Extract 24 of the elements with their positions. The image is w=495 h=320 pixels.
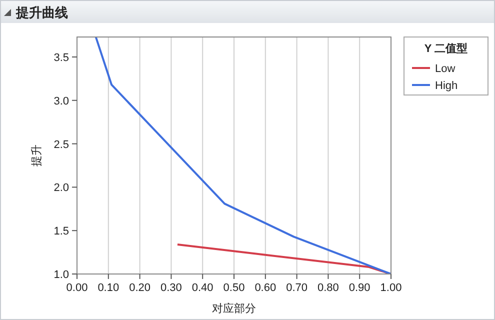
- legend-label: Low: [435, 63, 456, 75]
- x-tick-label: 0.70: [286, 282, 308, 294]
- x-tick-label: 0.30: [160, 282, 182, 294]
- x-tick-label: 0.00: [66, 282, 88, 294]
- legend-title: Y 二值型: [424, 42, 468, 55]
- y-tick-label: 1.0: [54, 269, 69, 281]
- y-tick-label: 1.5: [54, 226, 69, 238]
- legend-label: High: [435, 80, 458, 92]
- x-tick-label: 0.20: [129, 282, 151, 294]
- chart-title: 提升曲线: [15, 5, 68, 20]
- x-tick-label: 0.10: [98, 282, 120, 294]
- x-tick-label: 1.00: [380, 282, 402, 294]
- y-axis-title: 提升: [30, 144, 43, 166]
- x-tick-label: 0.90: [348, 282, 370, 294]
- y-tick-label: 2.0: [54, 182, 69, 194]
- y-tick-label: 3.0: [54, 95, 69, 108]
- y-tick-label: 3.5: [54, 52, 69, 64]
- y-tick-label: 2.5: [54, 138, 69, 151]
- x-axis-title: 对应部分: [212, 302, 256, 315]
- x-tick-label: 0.50: [223, 282, 245, 294]
- x-tick-label: 0.60: [254, 282, 276, 294]
- x-tick-label: 0.80: [317, 282, 339, 294]
- x-tick-label: 0.40: [192, 282, 214, 294]
- line-series: [94, 37, 391, 274]
